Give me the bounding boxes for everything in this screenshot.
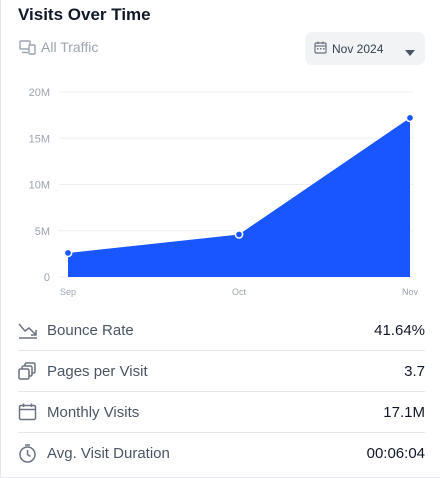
visits-area: [68, 117, 410, 278]
metric-pages-per-visit: Pages per Visit 3.7: [18, 351, 425, 392]
x-tick-label: Sep: [60, 287, 76, 297]
metric-label: Avg. Visit Duration: [47, 445, 170, 462]
chevron-down-icon: [405, 45, 415, 59]
data-point: [405, 113, 415, 123]
data-points: [63, 113, 415, 258]
metric-avg-visit-duration: Avg. Visit Duration 00:06:04: [18, 433, 425, 474]
metric-label: Monthly Visits: [47, 403, 140, 421]
x-tick-label: Oct: [232, 287, 247, 297]
y-tick-label: 20M: [29, 87, 50, 99]
metric-value: 00:06:04: [366, 445, 425, 462]
traffic-filter[interactable]: All Traffic: [19, 39, 98, 55]
trend-down-icon: [18, 320, 38, 340]
metric-monthly-visits: Monthly Visits 17.1M: [18, 392, 425, 433]
y-tick-label: 15M: [29, 133, 50, 145]
metric-value: 41.64%: [374, 321, 425, 339]
metric-bounce-rate: Bounce Rate 41.64%: [18, 310, 425, 351]
y-tick-label: 5M: [35, 226, 50, 238]
metric-label: Bounce Rate: [47, 321, 134, 339]
calendar-icon: [314, 41, 327, 57]
widget-title: Visits Over Time: [18, 5, 151, 24]
data-point: [63, 248, 73, 258]
metric-value: 3.7: [404, 362, 425, 380]
timer-icon: [18, 444, 38, 464]
metric-label: Pages per Visit: [47, 362, 148, 380]
x-tick-label: Nov: [402, 287, 419, 297]
y-tick-label: 0: [44, 272, 50, 284]
metrics-list: Bounce Rate 41.64% Pages per Visit 3.7: [18, 310, 425, 474]
date-label: Nov 2024: [332, 41, 384, 56]
date-select[interactable]: Nov 2024: [305, 32, 425, 65]
pages-icon: [18, 361, 38, 381]
visits-area-chart: 0 5M 10M 15M 20M Sep Oct Nov: [29, 87, 419, 297]
x-axis-ticks: Sep Oct Nov: [60, 287, 419, 297]
y-axis-ticks: 0 5M 10M 15M 20M: [29, 87, 50, 284]
data-point: [234, 230, 244, 239]
traffic-label: All Traffic: [41, 39, 99, 55]
devices-icon: [19, 39, 36, 55]
calendar-icon: [18, 402, 38, 422]
metric-value: 17.1M: [383, 403, 425, 421]
y-tick-label: 10M: [29, 180, 50, 192]
